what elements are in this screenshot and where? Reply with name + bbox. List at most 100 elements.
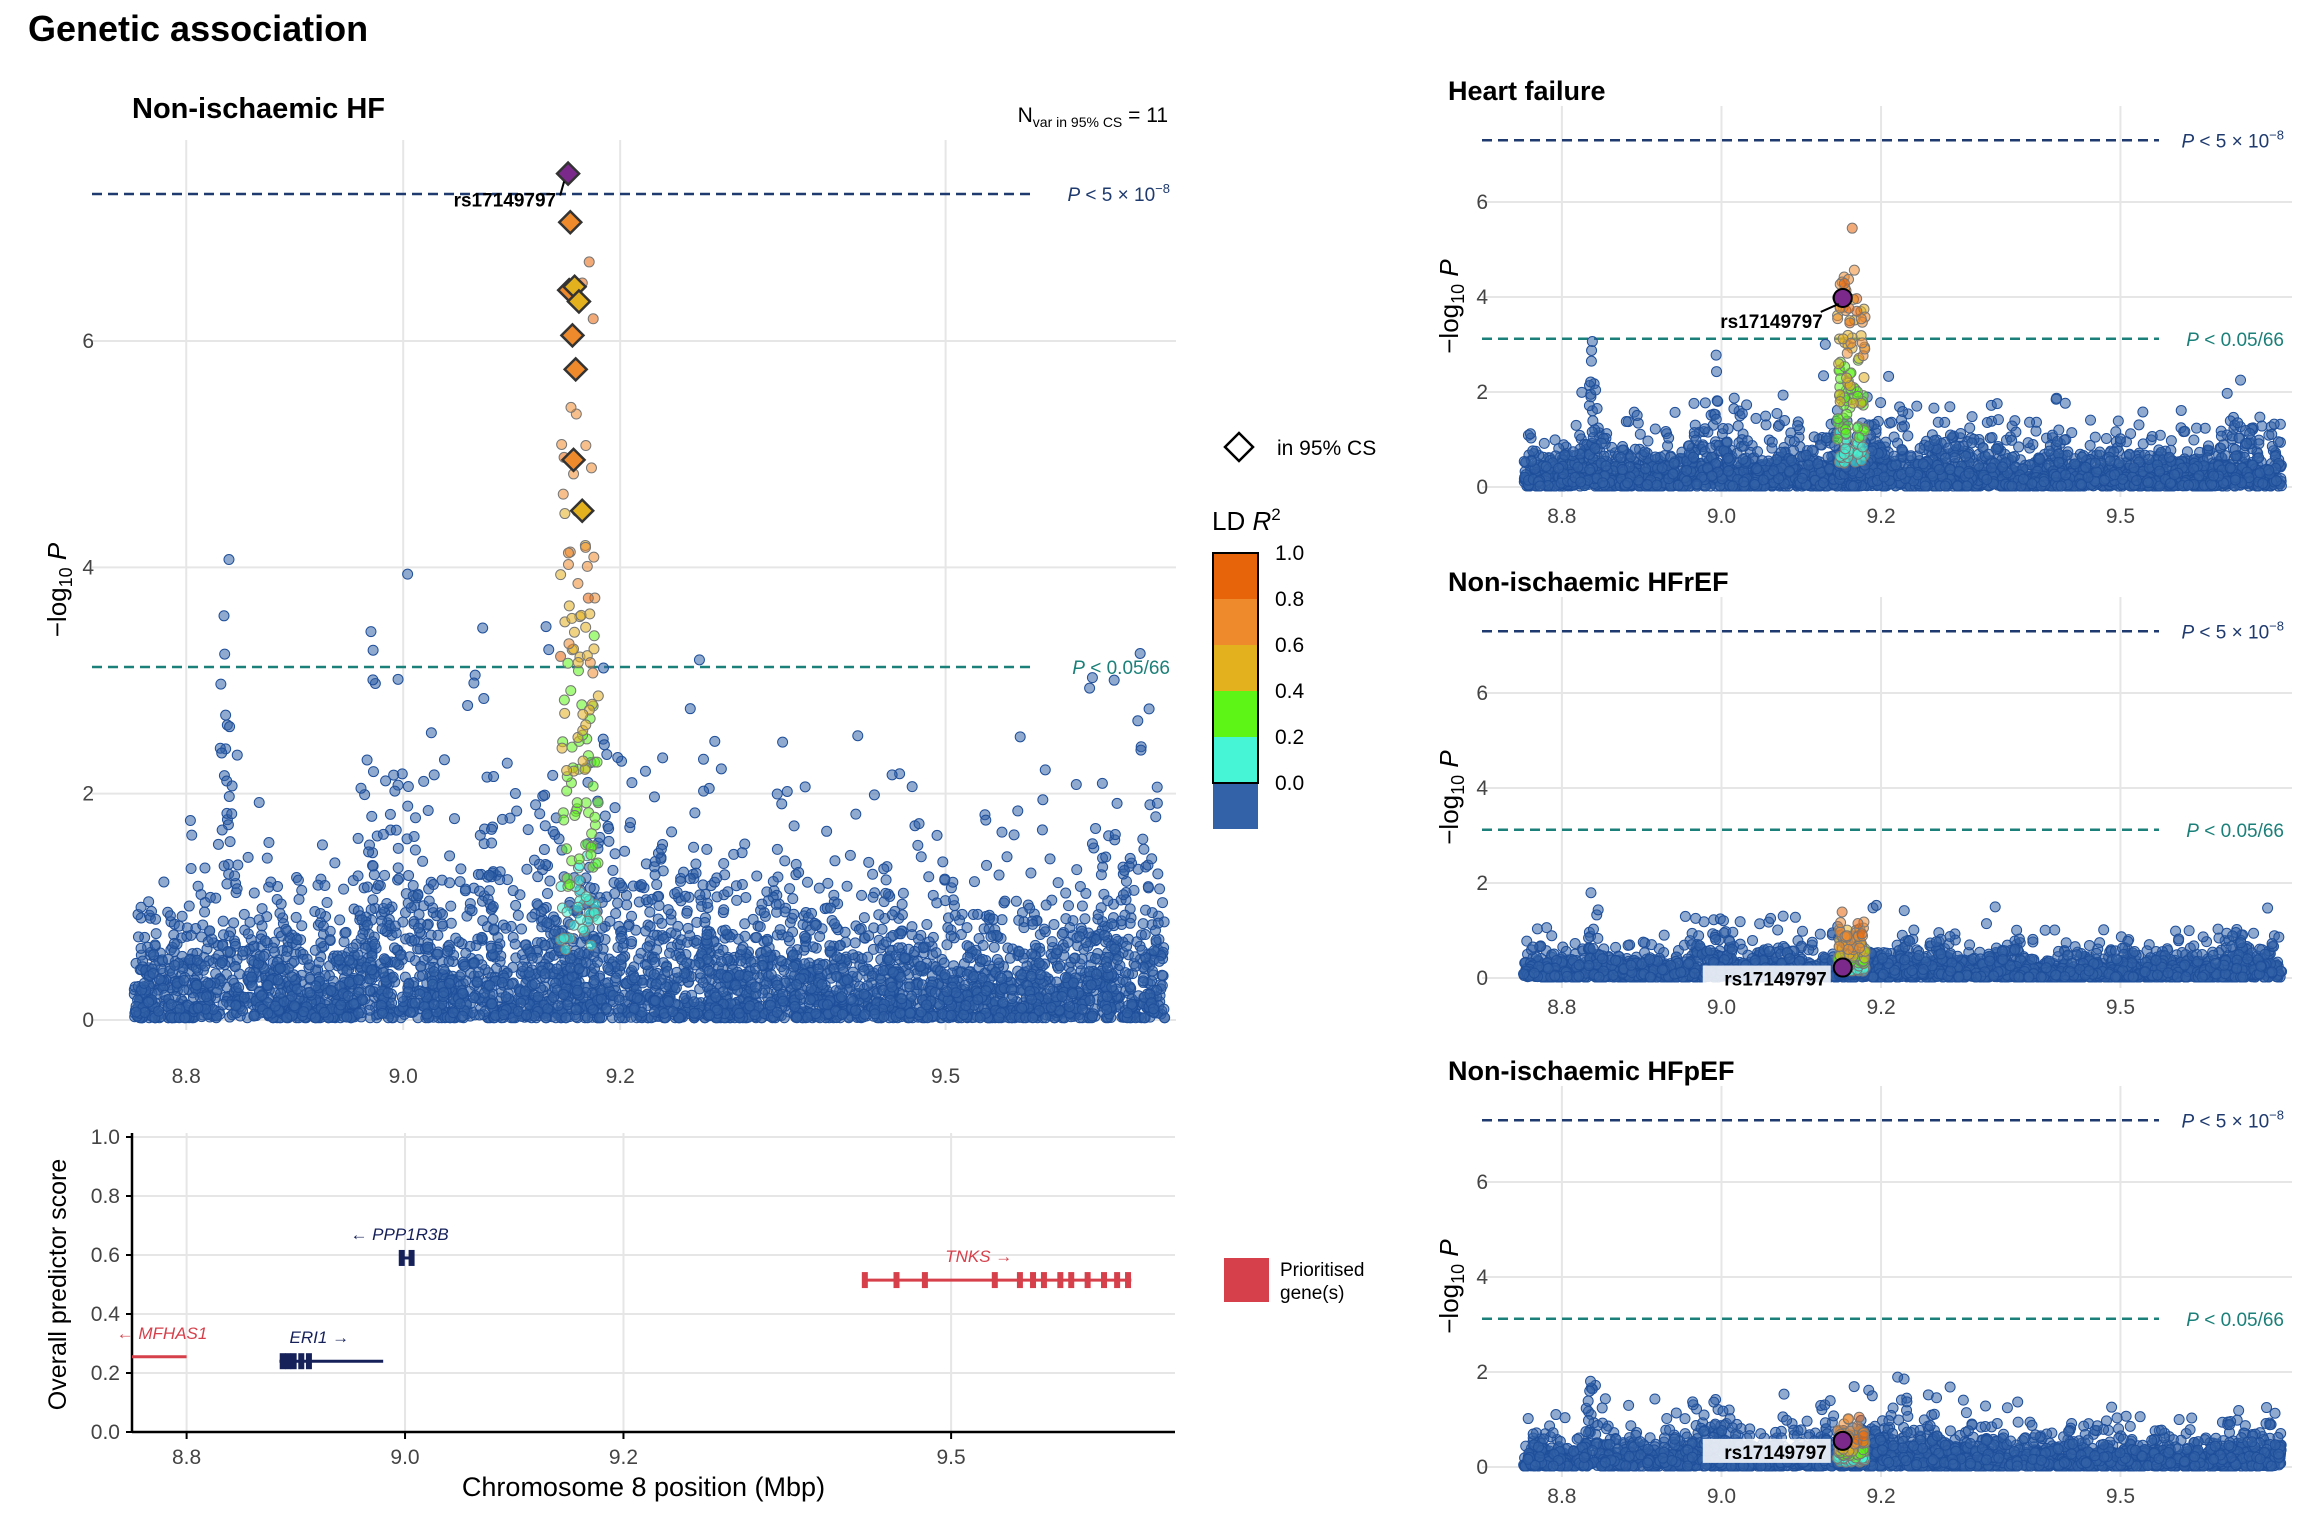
snp-point xyxy=(939,873,951,885)
snp-point xyxy=(799,958,811,970)
snp-point xyxy=(887,966,899,978)
snp-point xyxy=(1139,929,1151,941)
snp-point xyxy=(784,883,796,895)
snp-point xyxy=(771,979,783,991)
snp-point xyxy=(530,799,542,811)
snp-point xyxy=(1044,853,1056,865)
snp-point xyxy=(1008,829,1020,841)
snp-point xyxy=(821,999,833,1011)
snp-point xyxy=(199,896,211,908)
snp-point xyxy=(599,810,611,822)
snp-point xyxy=(526,952,538,964)
snp-point xyxy=(468,992,480,1004)
snp-point xyxy=(1154,883,1166,895)
snp-point xyxy=(417,969,429,981)
snp-point xyxy=(1067,988,1079,1000)
snp-point xyxy=(471,976,483,988)
snp-point xyxy=(459,885,471,897)
snp-point xyxy=(985,931,997,943)
snp-point xyxy=(751,870,763,882)
snp-point xyxy=(1040,899,1052,911)
snp-point xyxy=(770,898,782,910)
snp-point xyxy=(663,996,675,1008)
snp-point xyxy=(635,879,647,891)
snp-point xyxy=(210,892,222,904)
snp-point xyxy=(389,942,401,954)
snp-point xyxy=(993,1012,1005,1024)
snp-point xyxy=(628,961,640,973)
snp-point xyxy=(688,996,700,1008)
snp-point xyxy=(603,823,615,835)
snp-point xyxy=(392,673,404,685)
snp-point xyxy=(594,1012,606,1024)
snp-point xyxy=(626,936,638,948)
snp-point xyxy=(585,939,597,951)
snp-point xyxy=(598,739,610,751)
snp-point xyxy=(601,749,613,761)
snp-point xyxy=(996,972,1008,984)
snp-point xyxy=(610,907,622,919)
snp-point xyxy=(292,874,304,886)
x-tick-label: 9.2 xyxy=(606,1065,635,1088)
snp-point xyxy=(272,974,284,986)
snp-point xyxy=(432,948,444,960)
snp-point xyxy=(135,942,147,954)
snp-point xyxy=(662,965,674,977)
snp-point xyxy=(941,986,953,998)
snp-point xyxy=(258,950,270,962)
snp-point xyxy=(226,780,238,792)
snp-point xyxy=(1121,940,1133,952)
snp-point xyxy=(1158,1003,1170,1015)
snp-point xyxy=(280,951,292,963)
snp-point xyxy=(256,920,268,932)
snp-point xyxy=(551,963,563,975)
snp-point xyxy=(974,1012,986,1024)
snp-point xyxy=(672,920,684,932)
snp-point xyxy=(409,844,421,856)
snp-point xyxy=(1086,1010,1098,1022)
snp-point xyxy=(1069,952,1081,964)
snp-point xyxy=(1086,672,1098,684)
snp-point xyxy=(218,929,230,941)
snp-point xyxy=(1111,797,1123,809)
snp-point xyxy=(179,1012,191,1024)
snp-point xyxy=(1570,419,1582,431)
snp-point xyxy=(216,957,228,969)
snp-point xyxy=(693,654,705,666)
snp-point xyxy=(615,953,627,965)
snp-point xyxy=(365,626,377,638)
snp-point xyxy=(945,1009,957,1021)
snp-point xyxy=(539,939,551,951)
snp-point xyxy=(216,747,228,759)
snp-point xyxy=(379,869,391,881)
y-axis-label: −log10 P xyxy=(42,542,76,637)
snp-point xyxy=(595,993,607,1005)
snp-point xyxy=(472,868,484,880)
snp-point xyxy=(1137,833,1149,845)
snp-point xyxy=(544,875,556,887)
snp-point xyxy=(218,860,230,872)
snp-point xyxy=(709,735,721,747)
snp-point xyxy=(185,929,197,941)
snp-point xyxy=(587,667,599,679)
snp-point xyxy=(949,909,961,921)
snp-point xyxy=(621,899,633,911)
snp-point xyxy=(968,971,980,983)
snp-point xyxy=(519,985,531,997)
snp-point xyxy=(454,876,466,888)
snp-point xyxy=(588,643,600,655)
snp-point xyxy=(675,875,687,887)
snp-point xyxy=(355,782,367,794)
snp-point xyxy=(721,971,733,983)
snp-point xyxy=(1991,398,2003,410)
snp-point xyxy=(977,939,989,951)
snp-point xyxy=(558,694,570,706)
snp-point xyxy=(534,808,546,820)
snp-point xyxy=(681,957,693,969)
snp-point xyxy=(571,797,583,809)
snp-point xyxy=(540,1012,552,1024)
snp-point xyxy=(215,678,227,690)
snp-point xyxy=(1150,934,1162,946)
snp-point xyxy=(739,918,751,930)
